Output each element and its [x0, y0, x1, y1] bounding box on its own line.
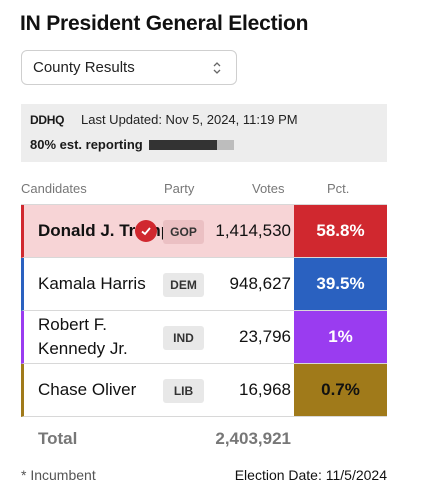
results-table: Donald J. Trump GOP 1,414,530 58.8% Kama…	[21, 204, 387, 461]
candidate-name: Kamala Harris	[38, 274, 146, 293]
ddhq-logo-text: DDHQ	[30, 113, 65, 127]
header-party: Party	[164, 181, 195, 196]
total-votes: 2,403,921	[215, 429, 291, 448]
incumbent-note: * Incumbent	[21, 467, 96, 483]
reporting-progress-bar	[149, 140, 234, 150]
reporting-progress-fill	[149, 140, 217, 150]
status-panel: DDHQ Last Updated: Nov 5, 2024, 11:19 PM…	[21, 104, 387, 162]
vote-count: 23,796	[239, 327, 291, 346]
party-badge: DEM	[163, 273, 204, 297]
candidate-name: Donald J. Trump	[38, 221, 172, 240]
candidate-name: Chase Oliver	[38, 380, 137, 399]
chevron-up-down-icon	[213, 62, 221, 74]
results-type-select[interactable]: County Results	[21, 50, 237, 85]
select-value: County Results	[33, 59, 135, 76]
total-label: Total	[38, 429, 78, 448]
total-row: Total 2,403,921	[21, 417, 387, 461]
vote-count: 16,968	[239, 380, 291, 399]
ddhq-logo: DDHQ	[30, 113, 64, 127]
party-badge: IND	[163, 326, 204, 350]
table-row: Robert F. Kennedy Jr. IND 23,796 1%	[21, 311, 387, 364]
header-votes: Votes	[252, 181, 285, 196]
party-badge: GOP	[163, 220, 204, 244]
last-updated: Last Updated: Nov 5, 2024, 11:19 PM	[81, 112, 298, 127]
header-pct: Pct.	[327, 181, 350, 196]
vote-pct: 39.5%	[294, 258, 387, 310]
reporting-label: 80% est. reporting	[30, 137, 143, 152]
header-candidates: Candidates	[21, 181, 87, 196]
vote-count: 1,414,530	[215, 221, 291, 240]
party-badge: LIB	[163, 379, 204, 403]
table-row: Donald J. Trump GOP 1,414,530 58.8%	[21, 205, 387, 258]
vote-pct: 1%	[294, 311, 387, 363]
vote-count: 948,627	[229, 274, 291, 293]
vote-pct: 58.8%	[294, 205, 387, 257]
election-date: Election Date: 11/5/2024	[234, 467, 387, 483]
page-title: IN President General Election	[20, 12, 309, 35]
winner-check-icon	[135, 220, 157, 242]
table-row: Kamala Harris DEM 948,627 39.5%	[21, 258, 387, 311]
table-row: Chase Oliver LIB 16,968 0.7%	[21, 364, 387, 417]
candidate-name: Robert F. Kennedy Jr.	[38, 315, 128, 358]
vote-pct: 0.7%	[294, 364, 387, 416]
